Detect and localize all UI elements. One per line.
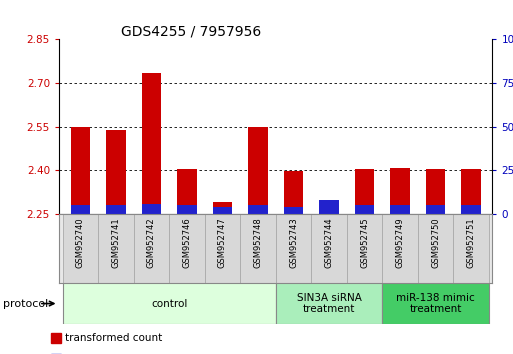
Bar: [240, 214, 276, 283]
Bar: [51, 333, 61, 343]
Bar: [248, 127, 268, 214]
Bar: [248, 205, 268, 214]
Bar: [63, 283, 276, 324]
Bar: [355, 205, 374, 214]
Bar: [276, 283, 382, 324]
Bar: [98, 214, 133, 283]
Text: GDS4255 / 7957956: GDS4255 / 7957956: [121, 25, 261, 39]
Bar: [347, 214, 382, 283]
Bar: [142, 204, 161, 214]
Bar: [71, 127, 90, 214]
Bar: [418, 214, 453, 283]
Bar: [276, 214, 311, 283]
Bar: [319, 200, 339, 214]
Bar: [133, 214, 169, 283]
Text: GSM952750: GSM952750: [431, 217, 440, 268]
Bar: [319, 209, 339, 214]
Bar: [106, 205, 126, 214]
Bar: [453, 214, 489, 283]
Bar: [284, 171, 303, 214]
Bar: [426, 205, 445, 214]
Bar: [177, 169, 196, 214]
Text: GSM952745: GSM952745: [360, 217, 369, 268]
Text: miR-138 mimic
treatment: miR-138 mimic treatment: [396, 293, 475, 314]
Text: GSM952741: GSM952741: [111, 217, 121, 268]
Text: control: control: [151, 298, 187, 309]
Text: GSM952744: GSM952744: [325, 217, 333, 268]
Bar: [284, 207, 303, 214]
Bar: [390, 168, 410, 214]
Bar: [355, 169, 374, 214]
Text: GSM952747: GSM952747: [218, 217, 227, 268]
Bar: [169, 214, 205, 283]
Text: GSM952751: GSM952751: [467, 217, 476, 268]
Bar: [461, 205, 481, 214]
Bar: [382, 283, 489, 324]
Bar: [205, 214, 240, 283]
Text: GSM952743: GSM952743: [289, 217, 298, 268]
Bar: [63, 214, 98, 283]
Bar: [390, 205, 410, 214]
Text: SIN3A siRNA
treatment: SIN3A siRNA treatment: [297, 293, 362, 314]
Text: GSM952742: GSM952742: [147, 217, 156, 268]
Text: GSM952748: GSM952748: [253, 217, 263, 268]
Bar: [311, 214, 347, 283]
Bar: [461, 169, 481, 214]
Bar: [142, 73, 161, 214]
Bar: [177, 205, 196, 214]
Bar: [213, 207, 232, 214]
Bar: [106, 130, 126, 214]
Text: GSM952740: GSM952740: [76, 217, 85, 268]
Text: transformed count: transformed count: [65, 333, 163, 343]
Text: protocol: protocol: [3, 298, 48, 309]
Bar: [213, 202, 232, 214]
Bar: [382, 214, 418, 283]
Text: GSM952746: GSM952746: [183, 217, 191, 268]
Bar: [71, 205, 90, 214]
Text: GSM952749: GSM952749: [396, 217, 405, 268]
Bar: [426, 169, 445, 214]
